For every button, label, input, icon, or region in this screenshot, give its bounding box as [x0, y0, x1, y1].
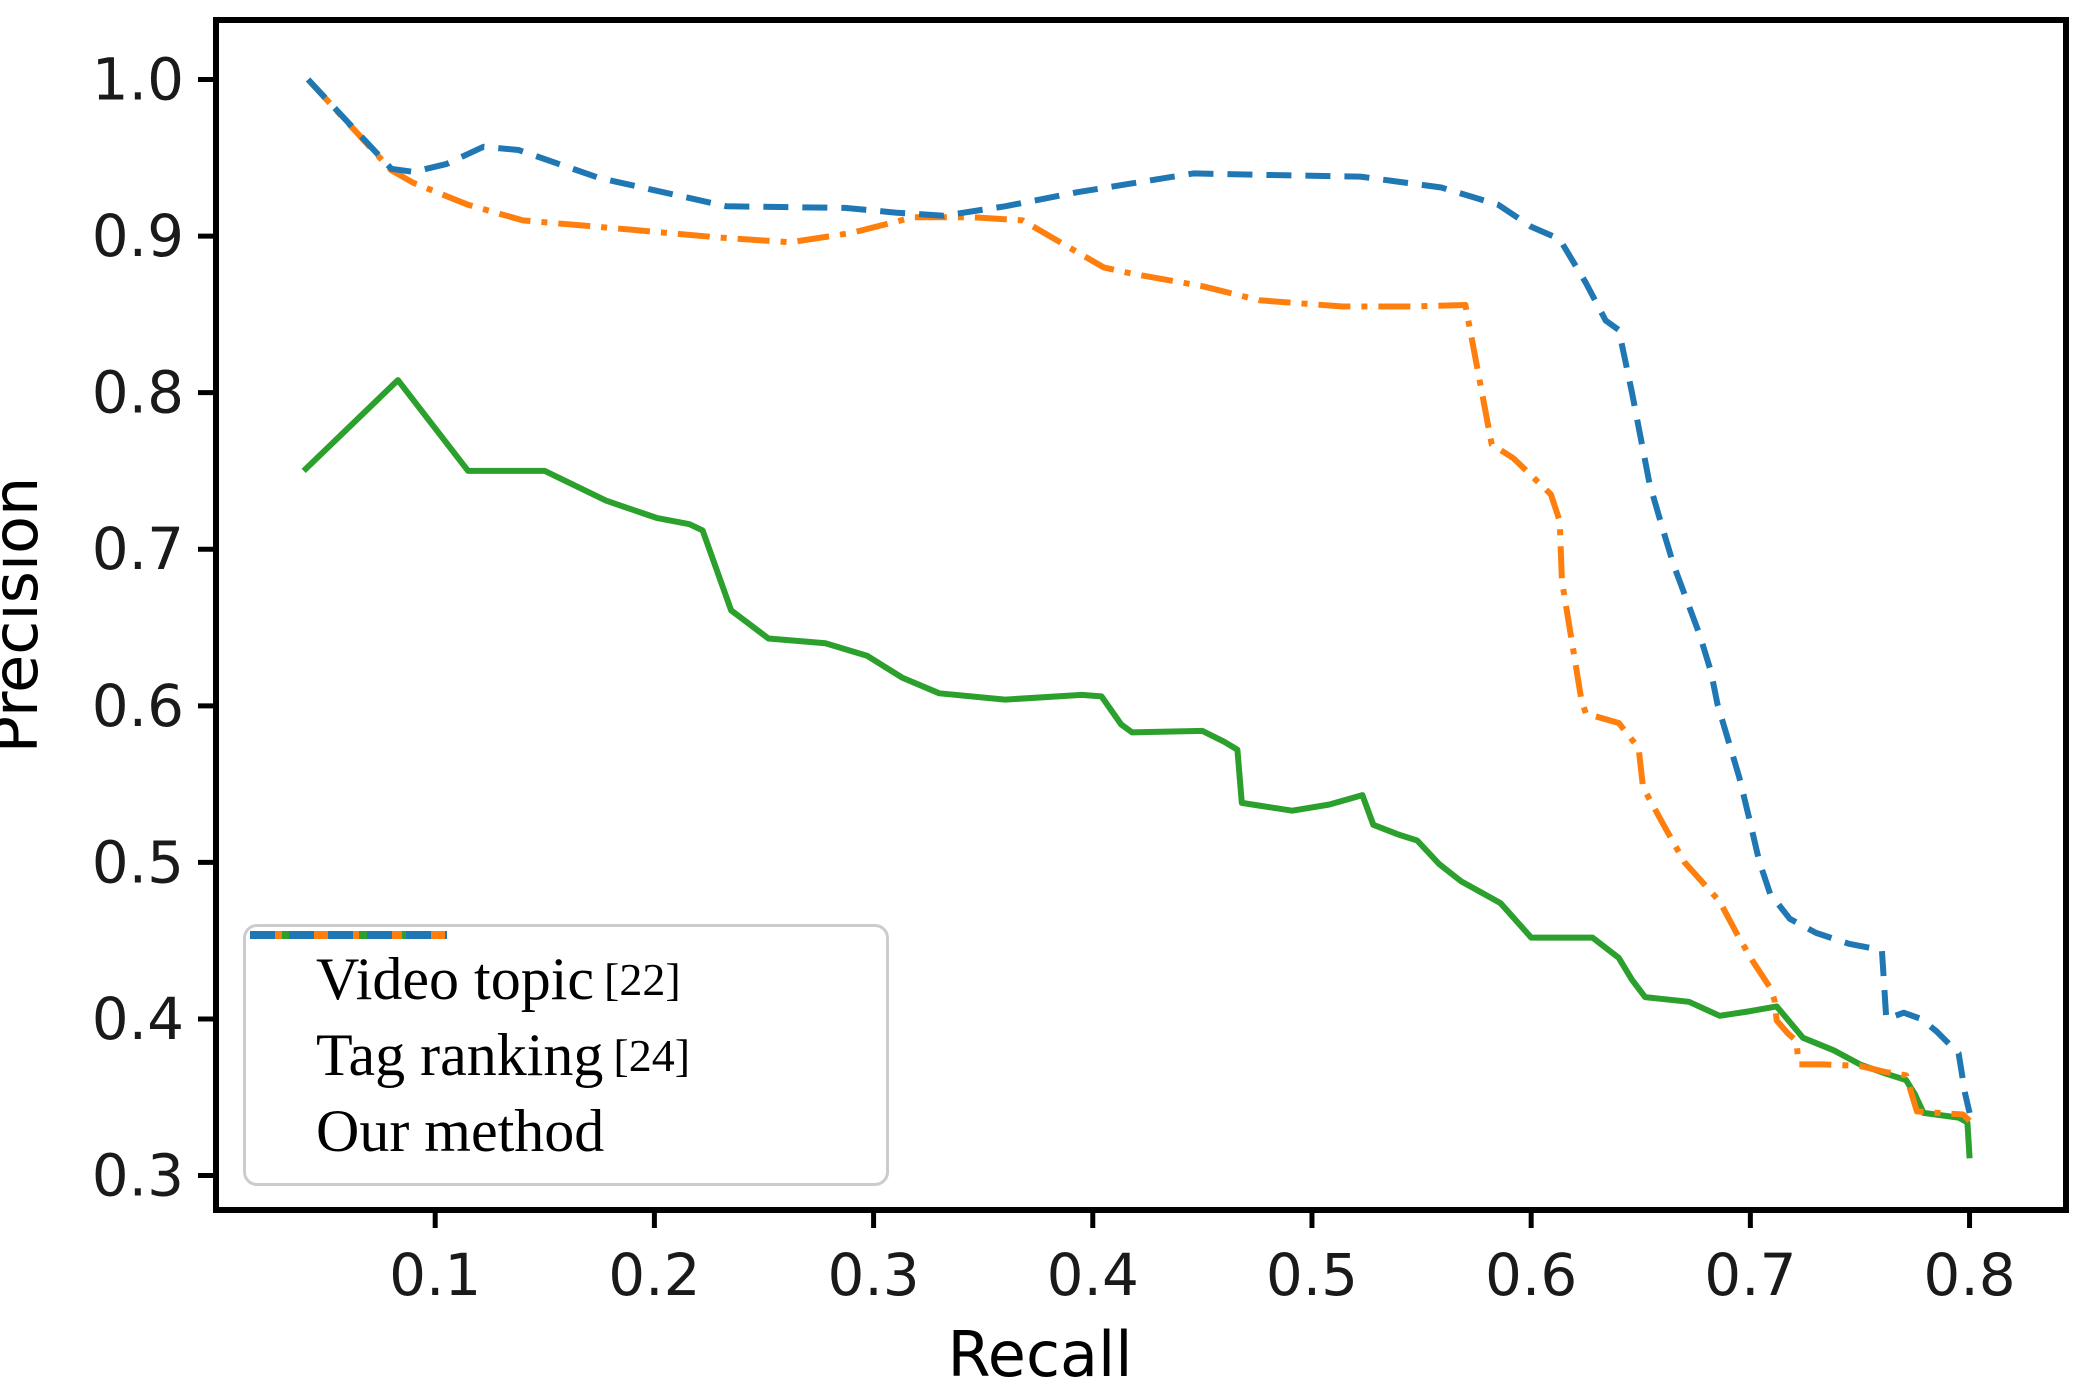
y-tick-label: 0.6: [92, 672, 184, 740]
x-tick-label: 0.4: [1047, 1241, 1139, 1309]
y-tick-label: 0.8: [92, 359, 184, 427]
x-tick-label: 0.2: [608, 1241, 700, 1309]
x-tick-label: 0.3: [827, 1241, 919, 1309]
legend-item-video-topic: Video topic [22]: [250, 931, 876, 1015]
legend-item-our-method: Our method: [250, 931, 876, 1167]
series-line-tag-ranking: [305, 77, 1972, 1123]
series-line-video-topic: [301, 377, 1973, 1159]
x-tick-label: 0.7: [1704, 1241, 1796, 1309]
legend-citation: [24]: [613, 1029, 691, 1081]
legend-sample-line: [250, 931, 447, 939]
y-axis-label: Precision: [0, 476, 52, 754]
y-tick-label: 0.3: [92, 1142, 184, 1210]
y-tick-label: 0.7: [92, 515, 184, 583]
y-tick-label: 0.9: [92, 202, 184, 270]
axis-ticks: 0.1 0.2 0.3 0.4 0.5 0.6 0.7 0.8 0.3 0.4 0.5 0.6 0.7 0…: [92, 46, 2016, 1310]
legend-label: Our method: [316, 1097, 605, 1164]
plot-frame: [213, 17, 2069, 1213]
legend-item-tag-ranking: Tag ranking [24]: [250, 931, 876, 1091]
y-tick-label: 0.5: [92, 828, 184, 896]
x-tick-label: 0.8: [1923, 1241, 2015, 1309]
legend-citation: [22]: [604, 953, 681, 1005]
x-axis-label: Recall: [947, 1318, 1133, 1391]
x-tick-label: 0.6: [1485, 1241, 1577, 1309]
legend-label: Tag ranking: [316, 1021, 604, 1088]
x-tick-label: 0.1: [389, 1241, 481, 1309]
legend-label: Video topic: [316, 945, 594, 1012]
series-line-our-method: [305, 77, 1973, 1114]
x-tick-label: 0.5: [1266, 1241, 1358, 1309]
y-tick-label: 1.0: [92, 46, 184, 114]
legend: Video topic [22] Tag ranking [24] Our method: [243, 924, 889, 1186]
y-tick-label: 0.4: [92, 985, 184, 1053]
